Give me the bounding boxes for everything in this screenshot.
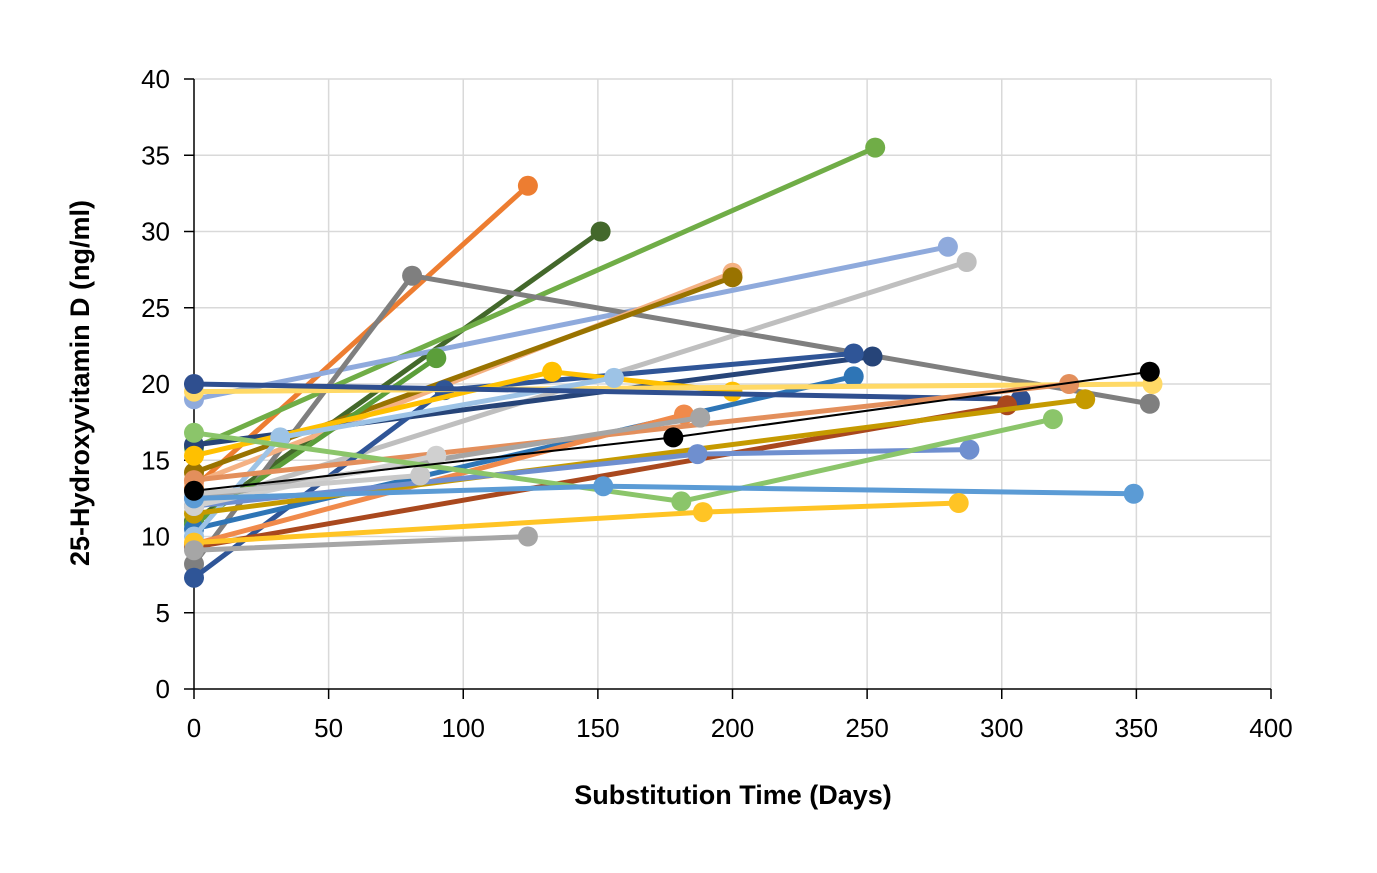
series-line	[191, 473, 423, 497]
data-point	[593, 476, 614, 497]
data-point	[1123, 483, 1144, 504]
x-axis-title: Substitution Time (Days)	[574, 780, 892, 810]
x-tick-label: 50	[314, 713, 343, 743]
data-point	[426, 348, 447, 369]
data-point	[184, 422, 204, 443]
data-point	[687, 444, 708, 465]
data-point	[1059, 374, 1080, 394]
x-tick-label: 400	[1249, 713, 1292, 743]
data-point	[862, 346, 883, 367]
data-point	[604, 367, 624, 388]
series-line	[191, 381, 1072, 483]
data-point	[410, 465, 431, 486]
x-tick-label: 200	[711, 713, 754, 743]
data-point	[402, 265, 423, 286]
x-tick-label: 250	[845, 713, 888, 743]
data-point	[722, 267, 743, 288]
data-point	[184, 567, 204, 588]
x-tick-label: 350	[1115, 713, 1158, 743]
y-tick-label: 40	[141, 64, 170, 94]
series-13	[184, 361, 743, 466]
data-point	[517, 175, 538, 196]
data-point	[1075, 389, 1096, 410]
data-point	[1042, 409, 1063, 430]
y-tick-label: 5	[156, 598, 170, 628]
y-tick-label: 10	[141, 522, 170, 552]
x-tick-label: 150	[576, 713, 619, 743]
series-6	[184, 265, 1160, 574]
data-point	[865, 137, 886, 158]
series-16	[184, 374, 1031, 410]
series-group	[184, 137, 1163, 588]
data-point	[184, 540, 204, 561]
data-point	[517, 526, 538, 547]
series-line	[191, 244, 951, 402]
y-tick-label: 35	[141, 140, 170, 170]
data-point	[663, 427, 684, 448]
y-axis-title: 25-Hydroxyvitamin D (ng/ml)	[65, 200, 95, 566]
data-point	[937, 236, 958, 257]
y-tick-label: 20	[141, 369, 170, 399]
data-point	[692, 502, 713, 523]
data-point	[184, 445, 204, 466]
y-tick-label: 0	[156, 674, 170, 704]
y-tick-label: 30	[141, 217, 170, 247]
x-axis-ticks: 0 50 100 150 200 250 300 350 400	[187, 689, 1293, 743]
data-point	[184, 480, 204, 501]
data-point	[426, 445, 447, 466]
data-point	[690, 407, 711, 428]
series-line	[191, 534, 531, 553]
data-point	[184, 374, 204, 394]
data-point	[671, 491, 692, 512]
data-point	[959, 439, 980, 460]
x-tick-label: 0	[187, 713, 201, 743]
x-tick-label: 300	[980, 713, 1023, 743]
series-line	[191, 373, 857, 532]
series-25	[184, 409, 1063, 512]
data-point	[542, 361, 563, 382]
data-point	[1139, 393, 1160, 414]
series-28	[184, 526, 538, 561]
y-tick-label: 15	[141, 445, 170, 475]
data-point	[948, 493, 969, 513]
series-20	[184, 395, 1018, 558]
x-tick-label: 100	[442, 713, 485, 743]
data-point	[843, 343, 864, 364]
y-axis-ticks: 0 5 10 15 20 25 30 35 40	[141, 64, 194, 704]
data-point	[843, 366, 864, 387]
data-point	[1139, 361, 1160, 382]
data-point	[590, 221, 611, 242]
data-point	[184, 554, 204, 574]
data-point	[956, 252, 977, 272]
series-29	[184, 361, 1160, 501]
y-tick-label: 25	[141, 293, 170, 323]
series-line	[191, 381, 1024, 402]
series-line	[191, 381, 1155, 395]
